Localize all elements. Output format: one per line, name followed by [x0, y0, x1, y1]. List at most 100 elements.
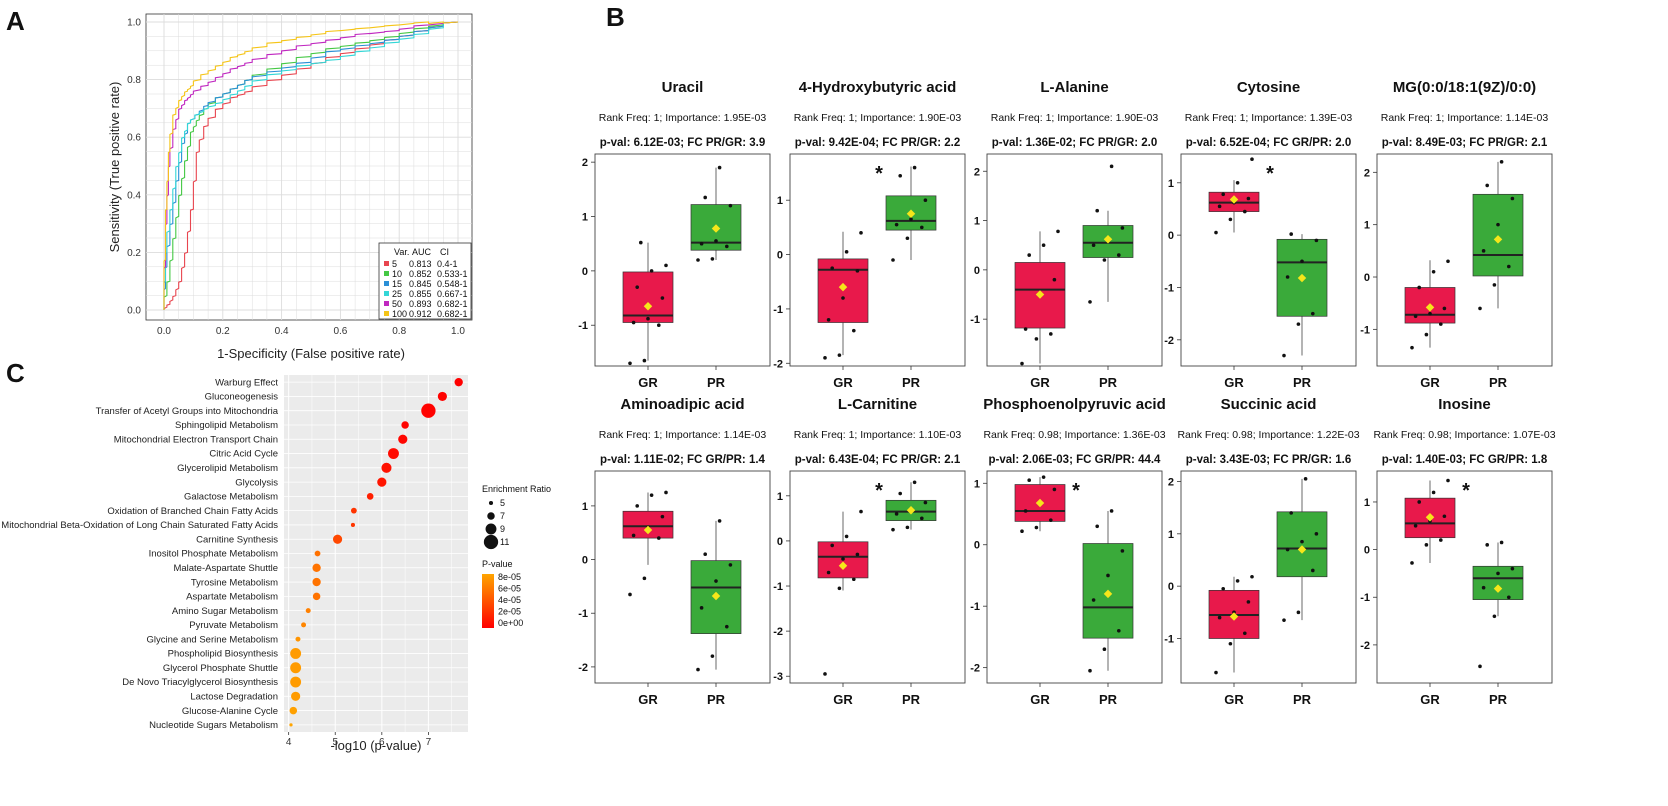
boxplot-mean-marker	[643, 301, 653, 311]
boxplot-data-point	[725, 244, 729, 249]
boxplot-data-point	[837, 586, 842, 591]
boxplot-panel: Cytosine Rank Freq: 1; Importance: 1.39E-…	[1164, 79, 1357, 390]
roc-legend-ci: 0.533-1	[437, 269, 468, 279]
boxplot-mean-marker	[1103, 589, 1113, 599]
roc-y-tick-label: 0.0	[127, 306, 141, 317]
pathway-point	[289, 723, 293, 727]
boxplot-data-point	[1446, 478, 1450, 483]
boxplot-title: Inosine	[1438, 396, 1491, 413]
pathway-point	[312, 563, 321, 572]
boxplot-data-point	[1413, 523, 1418, 528]
boxplot-data-point	[1235, 180, 1240, 185]
boxplot-data-point	[912, 480, 917, 485]
boxplot-title: L-Carnitine	[838, 396, 917, 413]
boxplot-y-tick-label: 2	[1168, 476, 1174, 488]
boxplot-frame	[1376, 470, 1553, 684]
boxplot-y-tick-label: 1	[582, 212, 588, 224]
boxplot-data-point	[1250, 157, 1254, 162]
boxplot-data-point	[841, 296, 845, 300]
boxplot-data-point	[837, 353, 842, 357]
size-legend-dot	[485, 523, 497, 535]
boxplot-group-label: PR	[902, 692, 921, 707]
boxplot-data-point	[657, 536, 661, 540]
boxplot-panel: L-Carnitine Rank Freq: 1; Importance: 1.1…	[773, 396, 966, 707]
boxplot-data-point	[1478, 664, 1482, 669]
boxplot-y-tick-label: 1	[974, 478, 980, 490]
boxplot-data-point	[657, 323, 661, 328]
boxplot-data-point	[1492, 283, 1497, 287]
roc-curve-5	[163, 21, 459, 310]
boxplot-mean-marker	[1493, 584, 1503, 593]
roc-legend-ci: 0.667-1	[437, 289, 468, 299]
boxplot-data-point	[1117, 628, 1121, 633]
boxplot-frame	[986, 470, 1163, 684]
pathway-point	[421, 403, 436, 418]
boxplot-data-point	[728, 203, 733, 208]
roc-legend-swatch	[384, 271, 389, 276]
boxplot-data-point	[1095, 524, 1099, 529]
boxplot-data-point	[1102, 258, 1107, 262]
roc-legend-header-ci: CI	[440, 247, 449, 257]
roc-curve-15	[163, 21, 459, 310]
boxplot-data-point	[1228, 217, 1233, 222]
boxplot-mean-marker	[1425, 303, 1435, 312]
boxplot-y-tick-label: 1	[777, 195, 783, 207]
boxplot-data-point	[823, 356, 827, 360]
boxplot-data-point	[1020, 529, 1024, 534]
roc-legend-auc: 0.912	[409, 309, 432, 319]
boxplot-data-point	[1481, 585, 1486, 590]
pathway-label: Nucleotide Sugars Metabolism	[149, 720, 278, 731]
boxplot-data-point	[660, 296, 665, 300]
boxplot-y-tick-label: -1	[773, 304, 783, 316]
boxplot-group-label: PR	[1099, 692, 1118, 707]
boxplot-mean-marker	[906, 505, 916, 515]
boxplot-rank-label: Rank Freq: 0.98; Importance: 1.36E-03	[983, 429, 1165, 441]
boxplot-data-point	[1228, 641, 1233, 646]
pathway-enrichment-chart: Warburg Effect Gluconeogenesis Transfer of…	[1, 375, 551, 753]
boxplot-y-tick-label: 0	[1168, 230, 1174, 242]
boxplot-y-tick-label: -2	[1360, 640, 1370, 652]
boxplot-panel: Inosine Rank Freq: 0.98; Importance: 1.07…	[1360, 396, 1555, 707]
boxplot-data-point	[1311, 311, 1315, 316]
boxplot-data-point	[1091, 243, 1096, 248]
boxplot-data-point	[664, 490, 668, 495]
boxplot-data-point	[1020, 361, 1024, 366]
color-legend-bar	[482, 574, 494, 628]
boxplot-data-point	[1507, 595, 1511, 600]
boxplot-y-tick-label: -2	[773, 626, 783, 638]
roc-legend-var: 25	[392, 289, 402, 299]
roc-legend-swatch	[384, 291, 389, 296]
boxplot-pval-label: p-val: 1.11E-02; FC GR/PR: 1.4	[600, 454, 765, 466]
roc-legend-auc: 0.855	[409, 289, 432, 299]
boxplot-significance-marker: *	[875, 480, 883, 502]
boxplot-data-point	[1431, 269, 1436, 274]
boxplot-panel: L-Alanine Rank Freq: 1; Importance: 1.90E…	[970, 79, 1163, 390]
boxplot-group-label: GR	[833, 375, 853, 390]
pathway-label: Lactose Degradation	[190, 692, 278, 703]
boxplot-y-tick-label: 0	[974, 540, 980, 552]
pathway-label: Tyrosine Metabolism	[191, 577, 278, 588]
boxplot-data-point	[696, 258, 700, 262]
pathway-label: De Novo Triacylglycerol Biosynthesis	[122, 677, 278, 688]
boxplot-data-point	[699, 606, 704, 610]
boxplot-box-pr	[1276, 511, 1328, 578]
pathway-point	[295, 636, 301, 642]
roc-legend-swatch	[384, 281, 389, 286]
pathway-label: Glucose-Alanine Cycle	[182, 706, 278, 717]
boxplot-data-point	[696, 667, 700, 672]
boxplot-data-point	[631, 320, 636, 325]
boxplot-data-point	[1088, 668, 1092, 673]
boxplot-data-point	[823, 672, 827, 676]
roc-y-tick-label: 0.2	[127, 248, 141, 259]
boxplot-data-point	[1027, 253, 1031, 257]
pathway-point	[398, 434, 408, 444]
boxplot-data-point	[1431, 490, 1436, 495]
boxplot-data-point	[1485, 183, 1489, 188]
pathway-label: Citric Acid Cycle	[209, 449, 278, 460]
pathway-label: Pyruvate Metabolism	[189, 620, 278, 631]
boxplot-y-tick-label: -1	[1164, 634, 1174, 646]
boxplot-y-tick-label: 1	[1364, 220, 1370, 232]
color-legend-label: 4e-05	[498, 595, 521, 605]
boxplot-data-point	[1478, 306, 1482, 311]
